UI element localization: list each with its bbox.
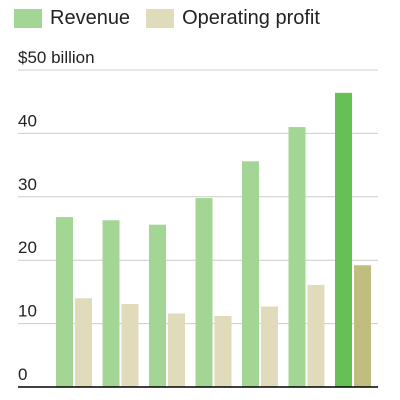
legend-label-revenue: Revenue [50, 7, 131, 29]
revenue-bar-7 [335, 92, 352, 387]
y-tick-label-20: 20 [18, 238, 37, 257]
legend-label-operating-profit: Operating profit [182, 7, 320, 29]
revenue-bar-2 [102, 220, 120, 387]
operating-profit-bar-4 [214, 315, 232, 387]
revenue-bar-1 [56, 217, 73, 387]
revenue-bar-3 [149, 224, 166, 387]
y-tick-label-30: 30 [18, 175, 37, 194]
operating-profit-bar-5 [261, 306, 278, 387]
y-tick-label-10: 10 [18, 302, 37, 321]
y-tick-label-40: 40 [18, 111, 37, 130]
operating-profit-bar-2 [121, 303, 139, 387]
legend: Revenue Operating profit [14, 4, 336, 32]
revenue-bar-5 [242, 161, 259, 387]
operating-profit-bar-3 [168, 313, 185, 387]
legend-swatch-operating-profit [146, 8, 175, 28]
operating-profit-bar-7 [354, 265, 371, 387]
operating-profit-bar-1 [75, 298, 92, 387]
revenue-bar-6 [288, 127, 306, 387]
revenue-bar-4 [195, 198, 213, 387]
y-tick-label-50: $50 billion [18, 48, 95, 67]
legend-item-revenue: Revenue [14, 4, 130, 32]
y-tick-label-0: 0 [18, 365, 27, 384]
legend-swatch-revenue [14, 8, 42, 28]
legend-item-operating-profit: Operating profit [146, 4, 320, 32]
operating-profit-bar-6 [307, 284, 325, 387]
